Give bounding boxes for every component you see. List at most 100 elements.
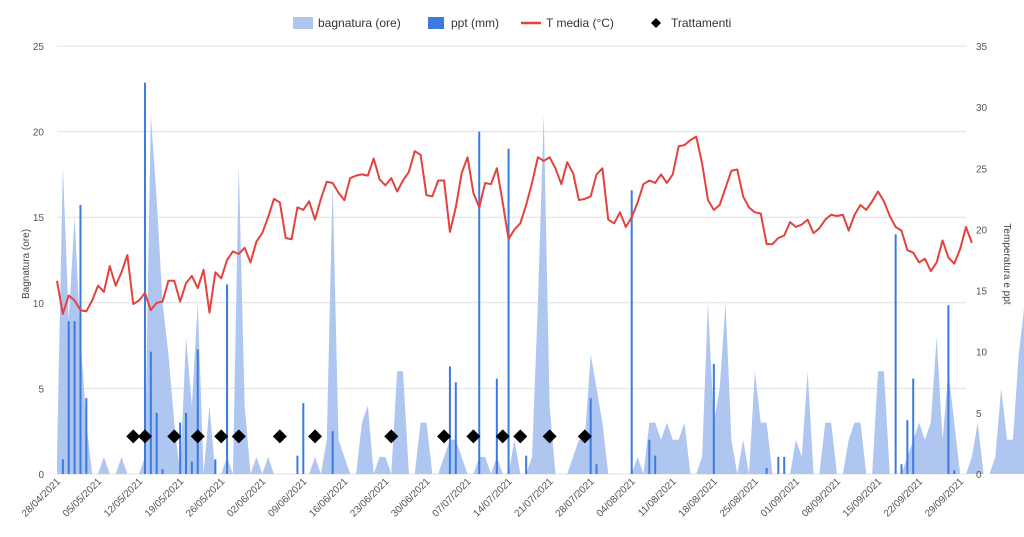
y-right-tick-label-3: 15 <box>976 287 988 298</box>
y-right-tick-label-7: 35 <box>976 42 988 53</box>
legend-item-treat: Trattamenti <box>651 16 731 30</box>
y-right-tick-label-6: 30 <box>976 103 988 114</box>
ppt-bar-38 <box>953 470 956 474</box>
y-left-tick-label-0: 0 <box>38 470 44 481</box>
ppt-bar-1 <box>67 321 70 474</box>
ppt-bar-29 <box>712 363 715 474</box>
ppt-bars-series <box>61 82 956 475</box>
treatment-marker-2 <box>167 429 182 444</box>
y-right-tick-label-5: 25 <box>976 164 988 175</box>
x-tick-label-6: 09/06/2021 <box>266 476 309 519</box>
ppt-bar-8 <box>161 469 164 474</box>
ppt-bar-22 <box>507 148 510 474</box>
legend-item-ppt: ppt (mm) <box>428 16 499 30</box>
x-tick-label-20: 15/09/2021 <box>841 476 884 519</box>
x-tick-label-5: 02/06/2021 <box>225 476 268 519</box>
treatment-marker-0 <box>126 429 141 444</box>
ppt-bar-6 <box>149 351 152 474</box>
x-tick-label-9: 30/06/2021 <box>389 476 432 519</box>
wetness-area-series <box>57 114 1024 474</box>
y-right-tick-label-2: 10 <box>976 348 988 359</box>
legend-swatch-ppt <box>428 17 444 29</box>
treatment-marker-11 <box>495 429 510 444</box>
y-left-tick-label-1: 5 <box>38 384 44 395</box>
x-tick-label-18: 01/09/2021 <box>759 476 802 519</box>
x-tick-label-19: 08/09/2021 <box>800 476 843 519</box>
y-left-tick-label-3: 15 <box>33 213 45 224</box>
x-tick-label-4: 26/05/2021 <box>184 476 227 519</box>
ppt-bar-17 <box>331 431 334 474</box>
ppt-bar-0 <box>61 459 64 474</box>
ppt-bar-34 <box>900 464 903 474</box>
wetness-area <box>57 114 1024 474</box>
ppt-bar-7 <box>155 412 158 474</box>
x-tick-label-8: 23/06/2021 <box>348 476 391 519</box>
ppt-bar-27 <box>648 439 651 474</box>
y-right-tick-label-0: 0 <box>976 470 982 481</box>
x-tick-label-11: 14/07/2021 <box>472 476 515 519</box>
legend-label-temp: T media (°C) <box>546 16 614 30</box>
ppt-bar-10 <box>185 412 188 474</box>
legend: bagnatura (ore) ppt (mm) T media (°C) Tratt… <box>293 16 731 30</box>
ppt-bar-26 <box>630 190 633 475</box>
treatment-marker-5 <box>231 429 246 444</box>
x-tick-label-17: 25/08/2021 <box>718 476 761 519</box>
ppt-bar-12 <box>196 349 199 474</box>
y-left-tick-label-4: 20 <box>33 128 45 139</box>
legend-item-temp: T media (°C) <box>521 16 614 30</box>
treatments-series <box>126 429 592 444</box>
y-right-tick-label-4: 20 <box>976 225 988 236</box>
legend-swatch-treat <box>651 18 661 28</box>
ppt-bar-28 <box>654 455 657 474</box>
ppt-bar-25 <box>595 464 598 474</box>
y-axis-left-title: Bagnatura (ore) <box>21 229 32 299</box>
x-tick-label-16: 18/08/2021 <box>677 476 720 519</box>
ppt-bar-30 <box>765 467 768 474</box>
treatment-marker-14 <box>577 429 592 444</box>
x-tick-label-2: 12/05/2021 <box>102 476 145 519</box>
ppt-bar-4 <box>85 398 88 474</box>
ppt-bar-16 <box>302 403 305 474</box>
legend-label-ppt: ppt (mm) <box>451 16 499 30</box>
ppt-bar-31 <box>777 456 780 474</box>
treatment-marker-10 <box>466 429 481 444</box>
ppt-bar-21 <box>495 378 498 474</box>
x-tick-label-22: 29/09/2021 <box>923 476 966 519</box>
ppt-bar-33 <box>894 234 897 474</box>
treatment-marker-13 <box>542 429 557 444</box>
y-left-tick-label-5: 25 <box>33 42 45 53</box>
x-tick-label-14: 04/08/2021 <box>595 476 638 519</box>
ppt-bar-36 <box>912 378 915 474</box>
x-tick-label-21: 22/09/2021 <box>882 476 925 519</box>
ppt-bar-11 <box>190 461 193 474</box>
legend-swatch-wet <box>293 17 313 29</box>
treatment-marker-9 <box>437 429 452 444</box>
treatment-marker-7 <box>308 429 323 444</box>
x-tick-label-12: 21/07/2021 <box>513 476 556 519</box>
legend-item-wet: bagnatura (ore) <box>293 16 401 30</box>
treatment-marker-1 <box>137 429 152 444</box>
ppt-bar-37 <box>947 305 950 474</box>
ppt-bar-32 <box>783 456 786 474</box>
legend-label-wet: bagnatura (ore) <box>318 16 401 30</box>
x-tick-label-7: 16/06/2021 <box>307 476 350 519</box>
ppt-bar-3 <box>79 204 82 474</box>
ppt-bar-2 <box>73 321 76 474</box>
ppt-bar-9 <box>179 422 182 474</box>
y-axis-left: 0 5 10 15 20 25 <box>33 42 45 481</box>
y-axis-right-title: Temperatura e ppt <box>1001 223 1012 304</box>
ppt-bar-13 <box>214 459 217 474</box>
treatment-marker-8 <box>384 429 399 444</box>
y-right-tick-label-1: 5 <box>976 409 982 420</box>
treatment-marker-12 <box>513 429 528 444</box>
treatment-marker-3 <box>190 429 205 444</box>
ppt-bar-5 <box>143 82 146 474</box>
ppt-bar-14 <box>226 284 229 474</box>
temperature-line <box>56 135 973 315</box>
treatment-marker-4 <box>214 429 229 444</box>
x-axis: 28/04/202105/05/202112/05/202119/05/2021… <box>20 476 967 519</box>
temperature-line-series <box>56 135 973 315</box>
ppt-bar-19 <box>454 382 457 474</box>
